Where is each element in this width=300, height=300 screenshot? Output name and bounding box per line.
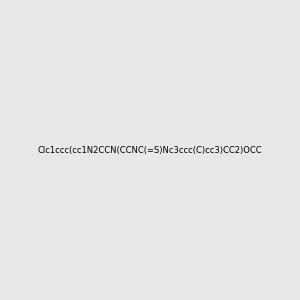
Text: Clc1ccc(cc1N2CCN(CCNC(=S)Nc3ccc(C)cc3)CC2)OCC: Clc1ccc(cc1N2CCN(CCNC(=S)Nc3ccc(C)cc3)CC…: [38, 146, 262, 154]
